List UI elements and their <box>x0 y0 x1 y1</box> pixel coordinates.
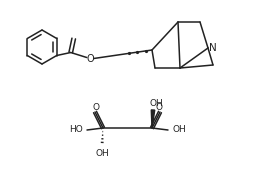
Text: N: N <box>209 43 217 53</box>
Text: OH: OH <box>95 149 109 158</box>
Text: OH: OH <box>149 99 163 108</box>
Text: O: O <box>156 102 162 111</box>
Text: OH: OH <box>172 126 186 134</box>
Polygon shape <box>151 110 155 128</box>
Text: O: O <box>92 102 100 111</box>
Text: HO: HO <box>69 126 83 134</box>
Text: O: O <box>87 54 95 64</box>
